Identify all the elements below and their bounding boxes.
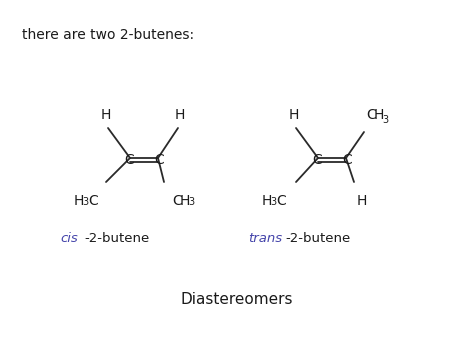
Text: C: C <box>342 153 352 167</box>
Text: H: H <box>357 194 367 208</box>
Text: Diastereomers: Diastereomers <box>181 292 293 307</box>
Text: there are two 2-butenes:: there are two 2-butenes: <box>22 28 194 42</box>
Text: H: H <box>175 108 185 122</box>
Text: C: C <box>276 194 286 208</box>
Text: 3: 3 <box>188 197 194 207</box>
Text: C: C <box>366 108 376 122</box>
Text: C: C <box>172 194 182 208</box>
Text: H: H <box>101 108 111 122</box>
Text: H: H <box>74 194 84 208</box>
Text: C: C <box>154 153 164 167</box>
Text: -2-butene: -2-butene <box>84 232 149 245</box>
Text: H: H <box>262 194 273 208</box>
Text: H: H <box>180 194 191 208</box>
Text: H: H <box>289 108 299 122</box>
Text: C: C <box>312 153 322 167</box>
Text: 3: 3 <box>382 115 388 125</box>
Text: cis: cis <box>60 232 78 245</box>
Text: trans: trans <box>248 232 282 245</box>
Text: -2-butene: -2-butene <box>285 232 350 245</box>
Text: 3: 3 <box>82 197 88 207</box>
Text: C: C <box>88 194 98 208</box>
Text: 3: 3 <box>270 197 276 207</box>
Text: C: C <box>124 153 134 167</box>
Text: H: H <box>374 108 384 122</box>
